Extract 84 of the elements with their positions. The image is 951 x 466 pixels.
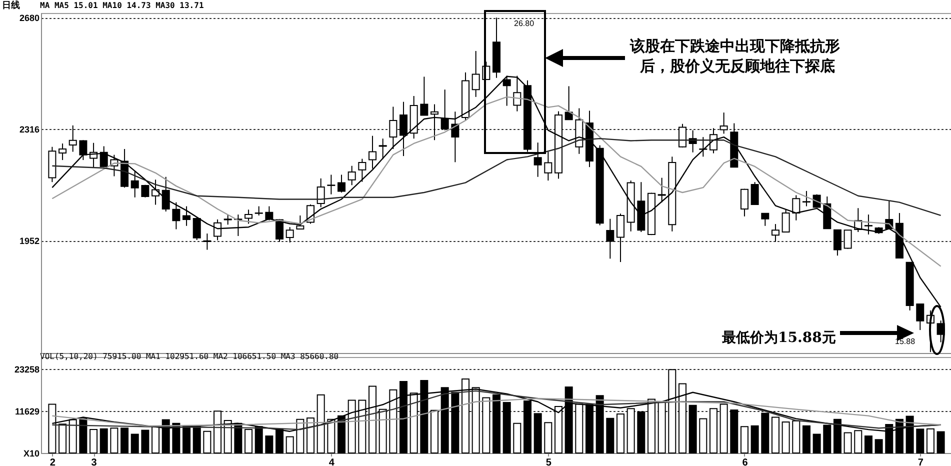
candlestick bbox=[544, 151, 552, 182]
bar bbox=[513, 422, 522, 454]
candlestick bbox=[420, 76, 428, 116]
candlestick bbox=[534, 142, 542, 178]
bar bbox=[544, 422, 552, 454]
candlestick bbox=[916, 303, 924, 331]
bar bbox=[844, 432, 852, 454]
candlestick bbox=[782, 209, 790, 233]
bar bbox=[926, 428, 934, 454]
candlestick bbox=[224, 214, 232, 226]
y-tick-label: 11629 bbox=[14, 406, 40, 417]
y-tick-label: 2316 bbox=[19, 124, 40, 135]
bar bbox=[141, 430, 150, 454]
candlestick bbox=[141, 184, 150, 198]
line-series bbox=[52, 96, 942, 267]
bar bbox=[100, 428, 108, 454]
x-tick-label: 7 bbox=[918, 458, 924, 466]
y-tick-label: 2680 bbox=[19, 13, 40, 24]
x-tick-label: 2 bbox=[50, 458, 56, 466]
candlestick bbox=[162, 176, 170, 212]
candlestick bbox=[58, 142, 67, 161]
candlestick bbox=[265, 206, 274, 221]
x-tick-label: 3 bbox=[91, 458, 98, 466]
bar bbox=[606, 418, 614, 454]
candlestick bbox=[472, 50, 480, 98]
candlestick bbox=[254, 206, 263, 216]
candlestick bbox=[152, 179, 160, 206]
candlestick bbox=[296, 214, 304, 230]
candlestick bbox=[348, 165, 356, 186]
candlestick bbox=[658, 177, 666, 203]
x-tick-label: 6 bbox=[742, 458, 748, 466]
bar bbox=[771, 416, 780, 454]
candlestick bbox=[802, 190, 810, 207]
annotation: 26.80 bbox=[514, 19, 534, 28]
y-tick-label: 23258 bbox=[14, 364, 40, 375]
bar bbox=[750, 425, 759, 454]
annotation: 15.88 bbox=[895, 337, 916, 346]
x-tick-label: 4 bbox=[328, 458, 335, 466]
text: 日线 bbox=[2, 1, 20, 12]
candlestick bbox=[316, 178, 325, 208]
bar bbox=[936, 431, 945, 454]
y-tick-label: 1952 bbox=[19, 236, 40, 246]
candlestick bbox=[750, 182, 759, 205]
y-tick-label: X10 bbox=[23, 448, 40, 458]
bar bbox=[130, 434, 139, 454]
candlestick bbox=[368, 135, 377, 170]
bar bbox=[812, 434, 821, 454]
bar bbox=[120, 428, 129, 454]
text: MA MA5 15.01 MA10 14.73 MA30 13.71 bbox=[40, 1, 204, 10]
bar bbox=[203, 430, 212, 454]
candlestick bbox=[79, 140, 88, 161]
bar bbox=[802, 425, 810, 454]
bar bbox=[740, 426, 748, 454]
candlestick bbox=[761, 212, 770, 226]
candlestick bbox=[182, 206, 191, 226]
candlestick bbox=[378, 138, 387, 160]
candlestick bbox=[100, 146, 108, 168]
candlestick bbox=[564, 86, 573, 120]
candlestick bbox=[327, 174, 336, 195]
bar bbox=[864, 436, 872, 454]
annotation: 该股在下跌途中出现下降抵抗形 bbox=[630, 37, 840, 56]
candlestick bbox=[358, 158, 366, 182]
candlestick bbox=[130, 170, 139, 198]
candlestick bbox=[699, 136, 708, 158]
candlestick bbox=[172, 202, 180, 230]
bar bbox=[244, 429, 253, 454]
annotation: 最低价为15.88元 bbox=[722, 330, 836, 346]
bar bbox=[265, 436, 274, 454]
candlestick bbox=[792, 194, 800, 221]
bar bbox=[699, 418, 708, 454]
bar bbox=[110, 428, 118, 454]
annotation: 后，股价义无反顾地往下探底 bbox=[640, 57, 835, 76]
bar bbox=[874, 439, 883, 454]
candlestick bbox=[192, 216, 201, 240]
bar bbox=[90, 429, 98, 454]
x-tick-label: 5 bbox=[546, 458, 552, 466]
bar bbox=[782, 421, 790, 454]
bar bbox=[286, 436, 294, 454]
candlestick bbox=[338, 174, 346, 193]
candlestick bbox=[864, 214, 872, 235]
candlestick bbox=[740, 188, 748, 217]
candlestick bbox=[244, 209, 253, 224]
line-series bbox=[52, 398, 942, 427]
annotation: VOL(5,10,20) 75915.00 MA1 102951.60 MA2 106651.50 MA3 85660.80 bbox=[40, 352, 339, 362]
